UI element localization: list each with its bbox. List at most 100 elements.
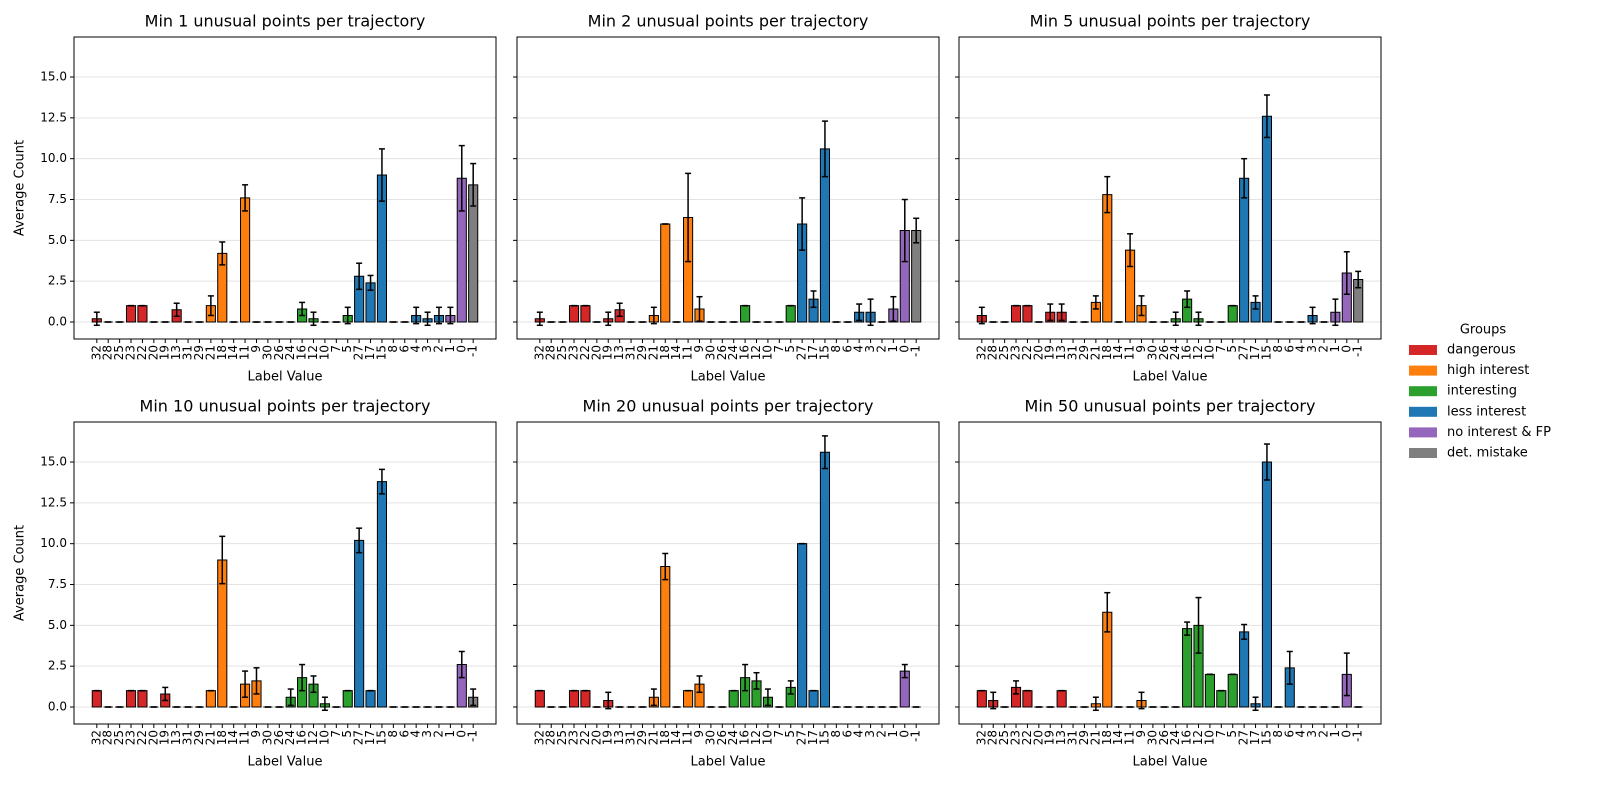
- x-tick-label: 2: [431, 730, 445, 738]
- bar: [217, 252, 228, 323]
- x-tick-label: 13: [1054, 345, 1068, 360]
- x-tick-label: 16: [295, 730, 309, 745]
- bar: [534, 690, 545, 708]
- x-tick-label: 30: [260, 345, 274, 360]
- x-tick-label: 3: [863, 345, 877, 353]
- x-tick-label: 8: [1271, 730, 1285, 738]
- x-tick-label: 11: [238, 345, 252, 360]
- x-axis-label: Label Value: [691, 755, 766, 770]
- bar: [580, 690, 591, 708]
- x-tick-label: 4: [1294, 345, 1308, 353]
- bar: [1010, 686, 1022, 708]
- x-axis-label: Label Value: [248, 755, 323, 770]
- legend-label: interesting: [1447, 384, 1517, 399]
- x-tick-label: 11: [1123, 345, 1137, 360]
- x-tick-label: 26: [1157, 730, 1171, 745]
- x-tick-label: 25: [997, 345, 1011, 360]
- x-tick-label: 18: [215, 730, 229, 745]
- x-tick-label: 21: [203, 730, 217, 745]
- legend-swatch: [1409, 448, 1437, 458]
- bar: [1227, 305, 1238, 323]
- x-tick-label: 17: [363, 345, 377, 360]
- x-tick-label: 30: [1145, 730, 1159, 745]
- bar: [1204, 673, 1215, 708]
- chart-title: Min 20 unusual points per trajectory: [583, 397, 874, 416]
- x-tick-label: 7: [329, 345, 343, 353]
- x-tick-label: 29: [635, 730, 649, 745]
- x-tick-label: 15: [817, 730, 831, 745]
- bar: [1353, 279, 1364, 323]
- x-tick-label: 19: [601, 730, 615, 745]
- chart-title: Min 50 unusual points per trajectory: [1025, 397, 1316, 416]
- x-tick-label: 18: [1100, 730, 1114, 745]
- x-tick-label: 0: [454, 730, 468, 738]
- x-tick-label: 20: [1031, 345, 1045, 360]
- legend-label: no interest & FP: [1447, 425, 1551, 440]
- x-tick-label: 26: [715, 345, 729, 360]
- y-tick-label: 2.5: [48, 274, 67, 288]
- legend-title: Groups: [1460, 323, 1507, 338]
- x-tick-label: 5: [1225, 730, 1239, 738]
- x-tick-label: 20: [589, 730, 603, 745]
- x-tick-label: 23: [567, 730, 581, 745]
- x-tick-label: 31: [181, 345, 195, 360]
- x-tick-label: 16: [738, 345, 752, 360]
- y-tick-label: 0.0: [48, 700, 67, 714]
- x-tick-label: 1: [443, 730, 457, 738]
- x-tick-label: 27: [795, 730, 809, 745]
- y-tick-label: 7.5: [48, 192, 67, 206]
- x-tick-label: 29: [635, 345, 649, 360]
- x-tick-label: 6: [397, 345, 411, 353]
- bar: [1261, 461, 1273, 708]
- bar: [785, 305, 796, 323]
- bar: [568, 690, 580, 708]
- x-tick-label: 28: [544, 730, 558, 745]
- x-axis-label: Label Value: [1133, 370, 1208, 385]
- x-tick-label: 0: [454, 345, 468, 353]
- y-axis-label: Average Count: [13, 140, 28, 236]
- x-tick-label: 26: [272, 730, 286, 745]
- bar: [1010, 305, 1022, 323]
- x-tick-label: 24: [1168, 345, 1182, 360]
- legend-swatch: [1409, 386, 1437, 397]
- x-tick-label: 1: [886, 345, 900, 353]
- x-tick-label: 10: [1202, 345, 1216, 360]
- x-tick-label: 10: [760, 730, 774, 745]
- bar: [205, 690, 216, 708]
- bar: [899, 230, 910, 323]
- x-tick-label: 2: [874, 730, 888, 738]
- legend-swatch: [1409, 427, 1437, 438]
- x-tick-label: 28: [544, 345, 558, 360]
- x-tick-label: 13: [169, 345, 183, 360]
- x-tick-label: 32: [532, 345, 546, 360]
- x-tick-label: 20: [1031, 730, 1045, 745]
- bar: [785, 686, 796, 708]
- x-tick-label: 21: [1088, 345, 1102, 360]
- x-tick-label: 30: [260, 730, 274, 745]
- chart-title: Min 5 unusual points per trajectory: [1030, 12, 1311, 31]
- x-axis-label: Label Value: [248, 370, 323, 385]
- bar: [1102, 611, 1113, 708]
- x-tick-label: 31: [624, 730, 638, 745]
- x-tick-label: 0: [897, 345, 911, 353]
- y-tick-label: 15.0: [40, 70, 67, 84]
- x-tick-label: 9: [249, 345, 263, 353]
- x-tick-label: 2: [1316, 345, 1330, 353]
- x-tick-label: 28: [986, 730, 1000, 745]
- legend-swatch: [1409, 406, 1437, 417]
- x-tick-label: -1: [1351, 730, 1365, 742]
- x-tick-label: 25: [555, 345, 569, 360]
- plot-frame: [73, 36, 497, 340]
- x-tick-label: 15: [817, 345, 831, 360]
- y-tick-label: 12.5: [40, 110, 67, 124]
- bar: [899, 670, 910, 708]
- bar: [1022, 305, 1033, 323]
- bar: [740, 305, 751, 323]
- x-tick-label: 22: [135, 345, 149, 360]
- x-tick-label: 5: [340, 730, 354, 738]
- bar: [91, 690, 102, 708]
- x-tick-label: 21: [1088, 730, 1102, 745]
- x-tick-label: 3: [863, 730, 877, 738]
- x-tick-label: -1: [466, 345, 480, 357]
- x-tick-label: 27: [352, 730, 366, 745]
